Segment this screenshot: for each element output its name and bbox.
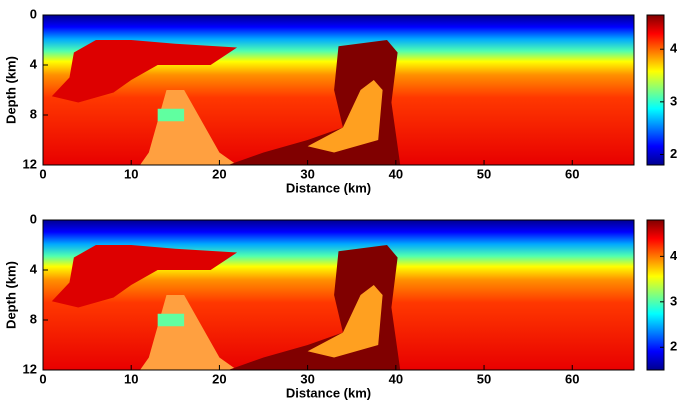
x-tick-label: 20 xyxy=(212,166,226,181)
x-tick-label: 30 xyxy=(300,166,314,181)
colorbar-tick-label: 3 xyxy=(670,93,677,108)
colorbar-tick-label: 2 xyxy=(670,339,677,354)
y-tick-label: 4 xyxy=(30,261,38,276)
x-tick-label: 50 xyxy=(477,371,491,386)
low-velocity-lens xyxy=(157,313,185,327)
plot-frame xyxy=(42,14,635,166)
colorbar-tick-label: 3 xyxy=(670,293,677,308)
y-tick-label: 0 xyxy=(30,211,37,226)
x-tick-label: 40 xyxy=(389,166,403,181)
y-axis-label: Depth (km) xyxy=(3,56,18,124)
colorbar-tick-label: 4 xyxy=(670,41,677,56)
x-tick-label: 30 xyxy=(300,371,314,386)
x-tick-label: 10 xyxy=(124,371,138,386)
x-tick-label: 0 xyxy=(39,166,46,181)
y-axis-label: Depth (km) xyxy=(3,261,18,329)
colorbar-tick-label: 2 xyxy=(670,146,677,161)
x-tick-label: 20 xyxy=(212,371,226,386)
y-tick-label: 8 xyxy=(30,106,37,121)
salt-canopy xyxy=(51,245,238,308)
x-tick-label: 60 xyxy=(565,166,579,181)
y-tick-label: 8 xyxy=(30,311,37,326)
y-tick-label: 0 xyxy=(30,6,37,21)
salt-inclusion xyxy=(307,285,383,358)
velocity-image xyxy=(43,220,634,370)
y-tick-label: 12 xyxy=(23,156,37,171)
x-tick-label: 50 xyxy=(477,166,491,181)
plot-frame xyxy=(42,219,635,371)
colorbar xyxy=(646,219,665,371)
x-tick-label: 40 xyxy=(389,371,403,386)
velocity-image xyxy=(43,15,634,165)
x-tick-label: 0 xyxy=(39,371,46,386)
salt-inclusion xyxy=(307,80,383,153)
colorbar-tick-label: 4 xyxy=(670,248,677,263)
salt-canopy xyxy=(51,40,238,103)
y-tick-label: 12 xyxy=(23,361,37,376)
x-tick-label: 10 xyxy=(124,166,138,181)
low-velocity-lens xyxy=(157,108,185,122)
colorbar xyxy=(646,14,665,166)
y-tick-label: 4 xyxy=(30,56,38,71)
x-axis-label: Distance (km) xyxy=(286,385,371,400)
x-axis-label: Distance (km) xyxy=(286,180,371,195)
x-tick-label: 60 xyxy=(565,371,579,386)
